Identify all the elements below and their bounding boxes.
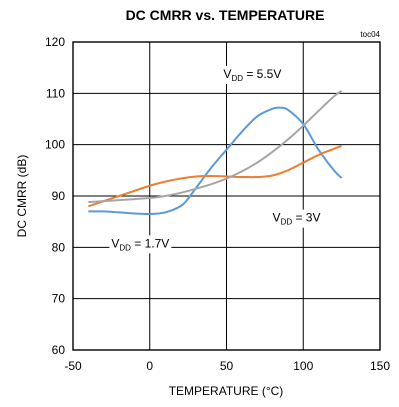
y-tick-label: 80 (52, 240, 66, 254)
x-tick-labels: -50 0 50 100 150 (64, 359, 390, 373)
series-layer (88, 89, 343, 216)
y-tick-labels: 60 70 80 90 100 110 120 (45, 35, 65, 357)
x-tick-label: 0 (146, 359, 153, 373)
series-line-2 (88, 89, 343, 204)
x-tick-label: 150 (370, 359, 390, 373)
y-axis-label: DC CMRR (dB) (15, 155, 29, 238)
annotation-layer: VDD = 5.5V VDD = 3V VDD = 1.7V (109, 65, 323, 254)
y-tick-label: 60 (52, 343, 66, 357)
chart-tag: toc04 (360, 30, 380, 39)
x-tick-label: -50 (64, 359, 82, 373)
annotation-bg (270, 209, 323, 228)
y-tick-label: 70 (52, 292, 66, 306)
x-tick-label: 100 (293, 359, 313, 373)
series-line-1 (88, 144, 343, 208)
plot-frame (72, 41, 381, 351)
y-tick-label: 100 (45, 138, 65, 152)
annotation-bg (109, 235, 172, 254)
annotation-label: VDD = 5.5V (223, 67, 281, 83)
x-tick-label: 50 (220, 359, 234, 373)
annotation-bg (221, 65, 284, 84)
y-tick-label: 90 (52, 189, 66, 203)
x-axis-label: TEMPERATURE (°C) (169, 384, 284, 398)
y-tick-label: 120 (45, 35, 65, 49)
chart-title: DC CMRR vs. TEMPERATURE (126, 7, 325, 23)
annotation-label: VDD = 1.7V (111, 236, 169, 252)
y-tick-label: 110 (46, 86, 65, 100)
series-line-0 (88, 106, 343, 216)
annotation-label: VDD = 3V (273, 211, 321, 227)
